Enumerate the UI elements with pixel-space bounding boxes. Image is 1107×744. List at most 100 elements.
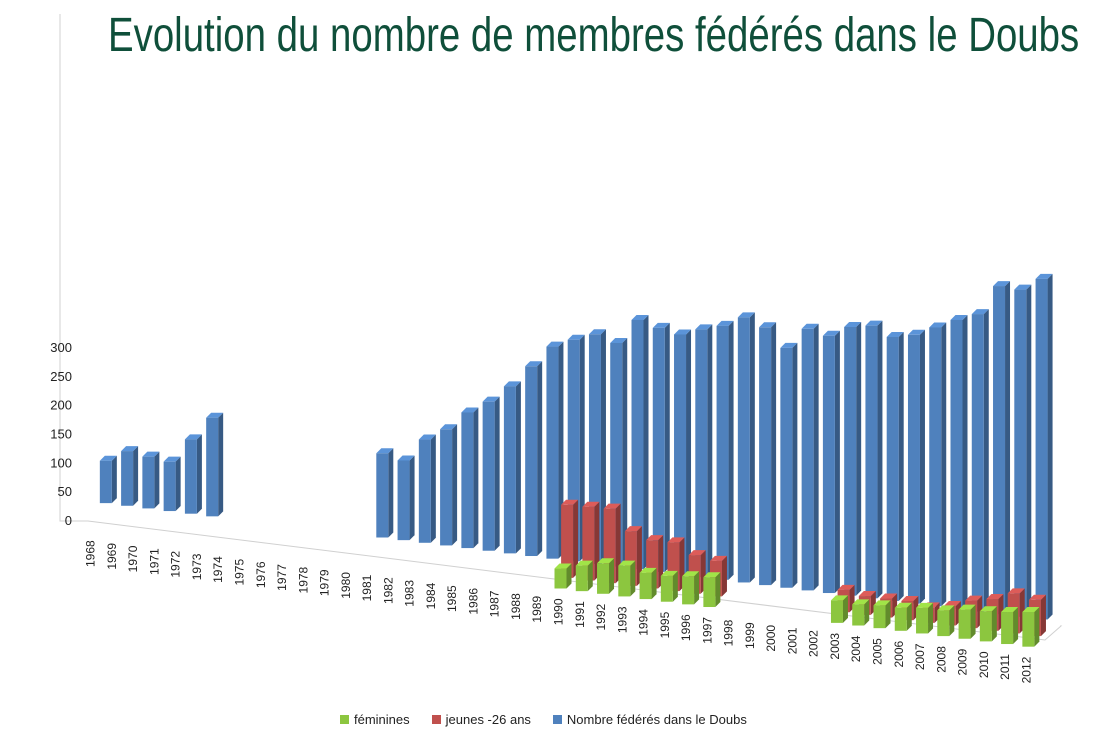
bar-side	[409, 455, 415, 541]
y-tick-label: 250	[50, 369, 72, 384]
x-tick-label: 2012	[1019, 656, 1033, 683]
bar-side	[1026, 284, 1032, 617]
bar-top	[958, 604, 976, 610]
bar-top	[780, 342, 798, 348]
x-tick-label: 2006	[892, 640, 906, 667]
x-tick-label: 1971	[147, 548, 161, 575]
bar	[554, 568, 567, 589]
bar-side	[573, 499, 579, 578]
bar-top	[801, 323, 819, 329]
x-tick-label: 2001	[785, 627, 799, 654]
x-tick-label: 1979	[318, 569, 332, 596]
bar-top	[461, 407, 479, 413]
x-tick-label: 1996	[679, 614, 693, 641]
bar	[1014, 289, 1027, 617]
bar-top	[652, 322, 670, 328]
bar-top	[418, 434, 436, 440]
bar-top	[610, 337, 628, 343]
bar-side	[594, 501, 600, 581]
bar-top	[376, 448, 394, 454]
bar	[639, 572, 652, 600]
bar	[652, 327, 665, 572]
legend-swatch-feminines	[340, 715, 349, 724]
bar-side	[154, 451, 160, 509]
bar-side	[771, 322, 777, 586]
bar-top	[575, 560, 593, 566]
bar	[979, 611, 992, 642]
bar-side	[494, 396, 500, 551]
bar	[929, 327, 942, 607]
y-tick-label: 50	[58, 484, 72, 499]
bar-side	[928, 602, 934, 634]
bar-side	[813, 323, 819, 591]
bar	[894, 607, 907, 631]
bar-side	[636, 526, 642, 586]
bar	[801, 328, 814, 591]
x-tick-label: 1982	[381, 577, 395, 604]
bar-side	[962, 314, 968, 609]
bar-side	[600, 329, 606, 564]
x-tick-label: 1994	[637, 609, 651, 636]
bar-side	[728, 320, 734, 580]
bar-top	[858, 591, 876, 597]
bar-side	[473, 407, 479, 549]
bar	[830, 600, 843, 623]
bar-side	[864, 599, 870, 626]
bar	[950, 319, 963, 609]
bar	[695, 329, 708, 578]
bar-top	[1022, 606, 1040, 612]
chart-title: Evolution du nombre de membres fédérés d…	[108, 9, 1080, 62]
x-tick-label: 1975	[233, 559, 247, 586]
bar	[958, 609, 971, 639]
bar-top	[624, 526, 642, 532]
bar-top	[901, 596, 919, 602]
bar-top	[440, 424, 458, 430]
bar-top	[880, 593, 898, 599]
bar-side	[643, 314, 649, 570]
bar	[865, 325, 878, 599]
bar-side	[721, 555, 727, 597]
bar-top	[937, 605, 955, 611]
bar-top	[837, 584, 855, 590]
bar	[597, 563, 610, 594]
bar-top	[582, 501, 600, 507]
bar-side	[587, 560, 593, 592]
y-tick-label: 300	[50, 340, 72, 355]
legend-swatch-jeunes	[431, 715, 441, 724]
bar-side	[615, 503, 621, 584]
x-tick-label: 1985	[445, 585, 459, 612]
legend-item-total: Nombre fédérés dans le Doubs	[552, 712, 747, 727]
bar	[873, 605, 886, 629]
y-tick-label: 150	[50, 426, 72, 441]
x-tick-label: 1986	[466, 588, 480, 615]
bar	[852, 604, 865, 626]
bar-side	[970, 604, 976, 639]
bar-side	[792, 342, 798, 588]
bar-top	[163, 456, 181, 462]
bar-side	[218, 412, 224, 517]
bar-side	[856, 322, 862, 596]
bar	[780, 347, 793, 588]
bar	[525, 366, 538, 557]
bar-top	[865, 320, 883, 326]
bar-top	[873, 600, 891, 606]
bar-top	[965, 595, 983, 601]
bar-side	[651, 567, 657, 600]
bar-side	[1034, 606, 1040, 647]
x-tick-label: 2010	[977, 651, 991, 678]
x-tick-label: 1995	[658, 611, 672, 638]
legend-label-jeunes: jeunes -26 ans	[445, 712, 531, 727]
bar-top	[546, 341, 564, 347]
bar-side	[133, 446, 139, 506]
x-tick-label: 1991	[573, 601, 587, 628]
x-tick-label: 2005	[871, 638, 885, 665]
bar	[916, 607, 929, 634]
bar	[184, 439, 197, 514]
bar	[660, 575, 673, 602]
x-tick-label: 1983	[403, 580, 417, 607]
bar-top	[639, 567, 657, 573]
bar-top	[737, 312, 755, 318]
bar-side	[842, 595, 848, 623]
bar-side	[537, 361, 543, 557]
